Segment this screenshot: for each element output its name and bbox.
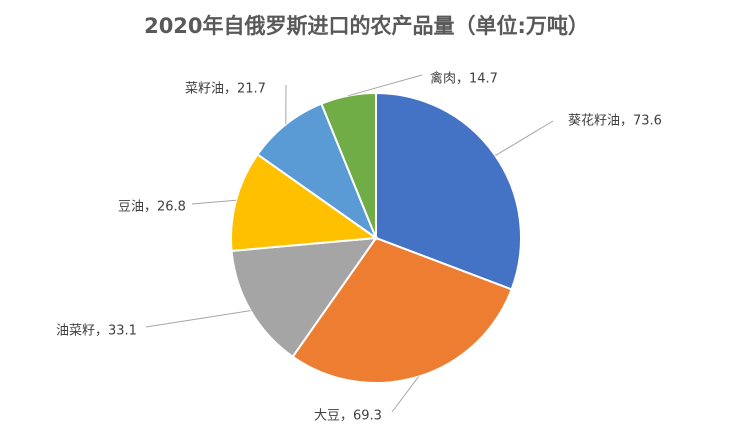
pie-slice-3 bbox=[230, 152, 379, 253]
leader-line-5 bbox=[348, 74, 423, 97]
pie-slice-1 bbox=[291, 236, 513, 385]
leader-line-2 bbox=[145, 310, 251, 328]
chart-title: 2020年自俄罗斯进口的农产品量（单位:万吨） bbox=[144, 14, 589, 38]
slice-label-0: 葵花籽油，73.6 bbox=[568, 113, 662, 129]
pie-slice-5 bbox=[320, 91, 377, 239]
pie-slice-4 bbox=[256, 102, 379, 241]
leader-line-3 bbox=[191, 199, 237, 205]
slice-label-1: 大豆，69.3 bbox=[314, 409, 382, 424]
pie-slice-2 bbox=[230, 236, 379, 359]
slice-label-3: 豆油，26.8 bbox=[118, 200, 186, 215]
slice-label-2: 油菜籽，33.1 bbox=[56, 324, 137, 339]
slice-label-5: 禽肉，14.7 bbox=[430, 71, 498, 87]
leader-line-1 bbox=[391, 376, 419, 413]
leader-line-0 bbox=[495, 120, 554, 157]
slice-label-4: 菜籽油，21.7 bbox=[185, 82, 266, 97]
